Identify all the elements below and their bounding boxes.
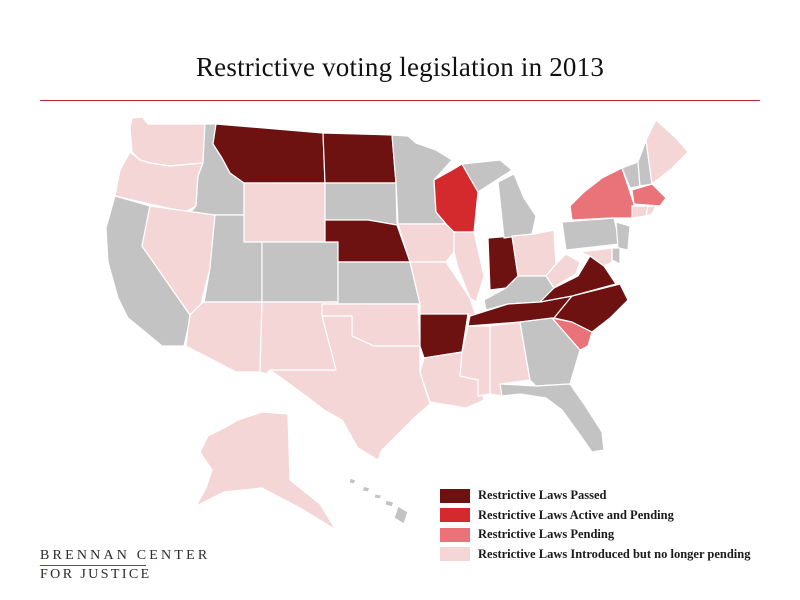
state-HI bbox=[348, 477, 409, 525]
legend-item-active-pending: Restrictive Laws Active and Pending bbox=[440, 506, 750, 525]
state-MA bbox=[631, 183, 667, 207]
legend-item-introduced: Restrictive Laws Introduced but no longe… bbox=[440, 545, 750, 564]
state-PA bbox=[561, 217, 621, 251]
legend-item-pending: Restrictive Laws Pending bbox=[440, 525, 750, 544]
state-FL bbox=[499, 383, 605, 453]
state-MI bbox=[461, 159, 537, 239]
state-NE bbox=[324, 219, 411, 263]
legend-swatch bbox=[440, 508, 470, 522]
legend-label: Restrictive Laws Passed bbox=[478, 488, 607, 502]
page-title: Restrictive voting legislation in 2013 bbox=[195, 52, 605, 82]
map-legend: Restrictive Laws Passed Restrictive Laws… bbox=[440, 486, 750, 564]
brennan-center-logo: BRENNAN CENTER FOR JUSTICE bbox=[40, 548, 210, 583]
title-rule bbox=[40, 100, 760, 101]
state-IL bbox=[453, 231, 485, 303]
state-SD bbox=[324, 182, 398, 226]
legend-label: Restrictive Laws Active and Pending bbox=[478, 507, 674, 522]
state-ND bbox=[322, 132, 397, 184]
legend-swatch bbox=[440, 527, 470, 542]
state-CO bbox=[261, 241, 339, 303]
legend-swatch bbox=[440, 488, 470, 503]
state-TX bbox=[269, 315, 431, 461]
legend-item-passed: Restrictive Laws Passed bbox=[440, 486, 750, 505]
state-WV bbox=[545, 253, 581, 289]
legend-label: Restrictive Laws Introduced but no longe… bbox=[478, 546, 751, 561]
state-AZ bbox=[185, 301, 263, 373]
state-AR bbox=[419, 313, 469, 359]
state-WY bbox=[243, 182, 326, 243]
logo-line-2: FOR JUSTICE bbox=[40, 567, 152, 582]
state-RI bbox=[645, 205, 657, 217]
state-KS bbox=[337, 261, 421, 305]
logo-rule bbox=[40, 565, 146, 566]
state-OH bbox=[511, 229, 557, 277]
legend-swatch bbox=[440, 547, 470, 561]
state-NY bbox=[569, 167, 635, 221]
logo-line-1: BRENNAN CENTER bbox=[40, 548, 211, 563]
state-NJ bbox=[615, 221, 631, 251]
state-ME bbox=[645, 119, 689, 185]
legend-label: Restrictive Laws Pending bbox=[478, 527, 615, 541]
state-MD bbox=[579, 247, 613, 267]
state-AK bbox=[195, 411, 337, 531]
state-DE bbox=[611, 247, 621, 265]
state-WA bbox=[129, 116, 206, 167]
